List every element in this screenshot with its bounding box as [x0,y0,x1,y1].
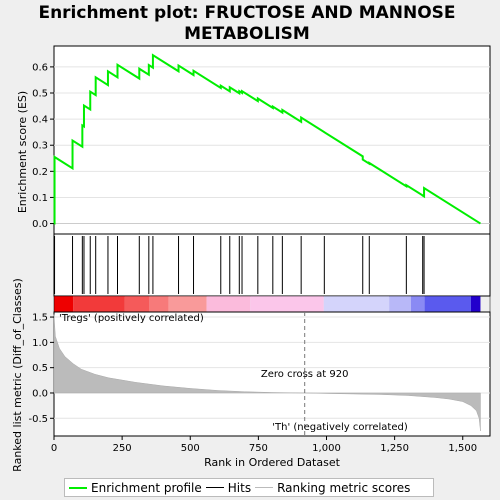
metric-ytick-label: 0.5 [32,363,48,374]
es-gridlines [54,66,490,225]
hits-panel [53,233,491,297]
color-bar-segment [73,296,125,312]
hit-lines [54,236,425,294]
legend-swatch-hits [205,487,224,488]
color-bar-segment [149,296,169,312]
x-axis-label: Rank in Ordered Dataset [204,456,341,469]
es-ytick-label: 0.4 [32,115,48,126]
metric-ytick-label: 0.0 [32,388,48,399]
metric-ylabel: Ranked list metric (Diff_of_Classes) [11,278,24,472]
xtick-label: 250 [113,443,132,454]
xtick-label: 500 [181,443,200,454]
legend-label-metric: Ranking metric scores [277,480,411,495]
metric-ytick-label: 1.5 [32,313,48,324]
metric-panel [53,311,491,437]
positive-class-label: 'Tregs' (positively correlated) [59,313,204,324]
xtick-label: 0 [51,443,57,454]
rank-color-bar [53,295,491,313]
es-ytick-label: 0.3 [32,141,48,152]
xtick-label: 750 [249,443,268,454]
legend: Enrichment profile Hits Ranking metric s… [64,478,434,497]
legend-item-hits: Hits [205,480,252,495]
es-ytick-label: 0.2 [32,167,48,178]
es-ytick-label: 0.6 [32,62,48,73]
es-line [53,53,481,225]
zero-cross-label: Zero cross at 920 [261,369,349,380]
es-ytick-label: 0.0 [32,219,48,230]
es-ylabel: Enrichment score (ES) [16,91,29,213]
color-bar-segment [470,296,481,312]
metric-ytick-label: 1.0 [32,338,48,349]
xtick-label: 1,500 [448,443,477,454]
chart-title-line1: Enrichment plot: FRUCTOSE AND MANNOSE [38,3,455,23]
color-bar-segment [323,296,390,312]
metric-ytick-label: -0.5 [28,414,48,425]
legend-label-profile: Enrichment profile [91,480,202,495]
chart-title-line2: METABOLISM [184,24,310,44]
xtick-label: 1,000 [312,443,341,454]
color-bar-segment [424,296,471,312]
color-bar-segment [389,296,411,312]
es-ytick-label: 0.1 [32,193,48,204]
metric-area [53,314,481,431]
color-bar-segment [410,296,425,312]
legend-item-profile: Enrichment profile [69,481,202,495]
x-axis: 0 250 500 750 1,000 1,250 1,500 [51,436,477,454]
legend-swatch-metric [255,487,274,488]
legend-label-hits: Hits [227,480,252,495]
metric-y-axis: -0.5 0.0 0.5 1.0 1.5 [28,313,54,425]
es-ytick-label: 0.5 [32,89,48,100]
color-bar-segment [206,296,251,312]
color-bar-segment [54,296,74,312]
es-y-axis: 0.0 0.1 0.2 0.3 0.4 0.5 0.6 [32,62,54,230]
xtick-label: 1,250 [380,443,409,454]
color-bar-segment [168,296,207,312]
color-bar-segment [124,296,150,312]
color-bar-segment [250,296,324,312]
legend-swatch-profile [69,486,87,489]
negative-class-label: 'Th' (negatively correlated) [272,422,408,433]
es-panel [53,45,491,235]
legend-item-metric: Ranking metric scores [255,481,410,495]
